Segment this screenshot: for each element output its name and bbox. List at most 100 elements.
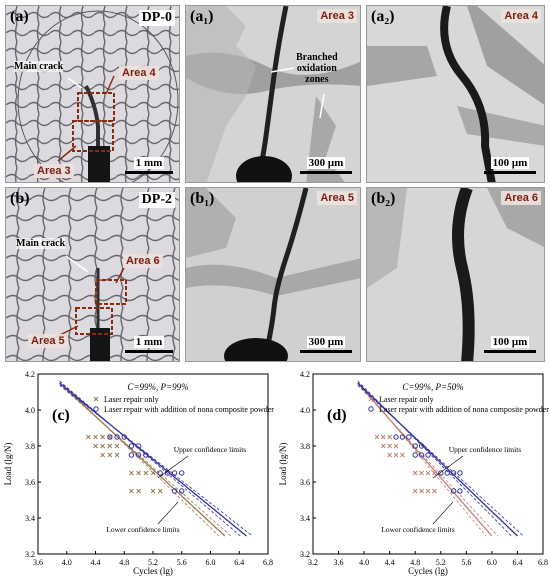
legend-entry: Laser repair with addition of nona compo… (379, 405, 549, 414)
lower-limit-callout: Lower confidence limits (106, 525, 179, 534)
y-tick-label: 4.2 (25, 370, 35, 379)
data-point (387, 434, 393, 440)
data-point (128, 452, 135, 458)
micrograph-b1-texture (186, 188, 360, 361)
main-crack-note: Main crack (14, 61, 64, 72)
data-point (412, 452, 418, 458)
area-tag: Area 6 (501, 191, 541, 205)
area-tag-6: Area 6 (123, 254, 163, 268)
x-tick-label: 5.2 (148, 558, 158, 567)
data-point (412, 470, 418, 476)
data-point (438, 470, 444, 476)
data-point (399, 434, 406, 440)
micrograph-b1: (b₁) Area 5 300 μm (185, 187, 361, 362)
data-point (444, 470, 450, 476)
data-point (432, 488, 437, 494)
fit-line (59, 382, 226, 537)
data-point (400, 452, 405, 458)
x-tick-label: 5.6 (177, 558, 187, 567)
x-tick-label: 4.0 (359, 558, 369, 567)
y-tick-label: 3.8 (25, 442, 35, 451)
confidence-limit-line (59, 384, 253, 537)
specimen-tag: DP-2 (138, 192, 175, 208)
panel-label: (a) (10, 8, 29, 25)
panel-label: (b₁) (190, 190, 215, 207)
scale-label: 1 mm (133, 157, 165, 169)
data-point (100, 434, 106, 440)
confidence-limit-line (357, 384, 524, 537)
data-point (171, 488, 178, 494)
micrograph-b-texture (6, 188, 179, 361)
micrograph-a2: (a₂) Area 4 100 μm (366, 5, 545, 183)
x-tick-label: 4.4 (385, 558, 395, 567)
data-point (179, 470, 185, 476)
scale-line (125, 350, 173, 353)
scale-label: 100 μm (490, 336, 530, 348)
data-point (393, 452, 399, 458)
data-point (100, 443, 106, 449)
main-crack-note: Main crack (16, 238, 66, 249)
data-point (136, 470, 141, 476)
data-point (135, 452, 142, 458)
panel-label: (c) (52, 407, 70, 424)
area-tag: Area 4 (501, 9, 541, 23)
data-point (425, 452, 431, 458)
area-tag-4: Area 4 (119, 66, 159, 80)
area-tag: Area 3 (317, 9, 357, 23)
y-tick-label: 4.0 (300, 406, 310, 415)
data-point (107, 452, 113, 458)
micrograph-a2-texture (367, 6, 544, 182)
condition-annotation: C=99%, P=99% (127, 382, 188, 392)
lower-limit-callout: Lower confidence limits (381, 525, 454, 534)
panel-label: (b) (10, 190, 30, 207)
x-tick-label: 4.0 (62, 558, 72, 567)
data-point (150, 470, 156, 476)
data-point (157, 470, 163, 476)
data-point (114, 443, 120, 449)
data-point (129, 470, 134, 476)
y-tick-label: 4.0 (25, 406, 35, 415)
scale-label: 300 μm (306, 157, 346, 169)
scale-bar: 100 μm (484, 330, 536, 353)
x-tick-label: 3.2 (308, 558, 318, 567)
data-point (387, 452, 393, 458)
plot-area (37, 373, 269, 555)
data-point (135, 443, 142, 449)
data-point (450, 488, 457, 494)
scale-line (484, 350, 536, 353)
data-point (107, 443, 113, 449)
data-point (171, 470, 178, 476)
legend-marker (93, 406, 99, 412)
panel-label: (b₂) (371, 190, 396, 207)
confidence-limit-line (357, 380, 512, 537)
y-tick-label: 3.6 (300, 478, 310, 487)
fit-line (357, 382, 518, 537)
x-tick-label: 5.6 (461, 558, 471, 567)
data-point (425, 488, 431, 494)
data-point (380, 443, 386, 449)
y-tick-label: 3.2 (300, 550, 310, 559)
data-point (157, 488, 163, 494)
scale-bar: 1 mm (125, 330, 173, 353)
data-point (387, 443, 393, 449)
y-tick-label: 4.2 (300, 370, 310, 379)
x-tick-label: 6.0 (487, 558, 497, 567)
y-tick-label: 3.6 (25, 478, 35, 487)
data-point (114, 434, 120, 440)
area-tag-3: Area 3 (34, 164, 74, 178)
callout-leader (157, 455, 189, 479)
scale-line (484, 171, 536, 174)
condition-annotation: C=99%, P=50% (402, 382, 463, 392)
data-point (121, 434, 127, 440)
x-tick-label: 4.8 (410, 558, 420, 567)
micrograph-a-texture (6, 6, 179, 182)
scale-bar: 100 μm (484, 151, 536, 174)
x-tick-label: 6.4 (234, 558, 244, 567)
y-tick-label: 3.4 (25, 514, 35, 523)
y-axis-label: Load (lg/N) (3, 443, 13, 486)
data-point (419, 470, 424, 476)
data-point (450, 470, 457, 476)
panel-label: (a₁) (190, 8, 214, 25)
data-point (412, 443, 418, 449)
x-tick-label: 6.0 (206, 558, 216, 567)
